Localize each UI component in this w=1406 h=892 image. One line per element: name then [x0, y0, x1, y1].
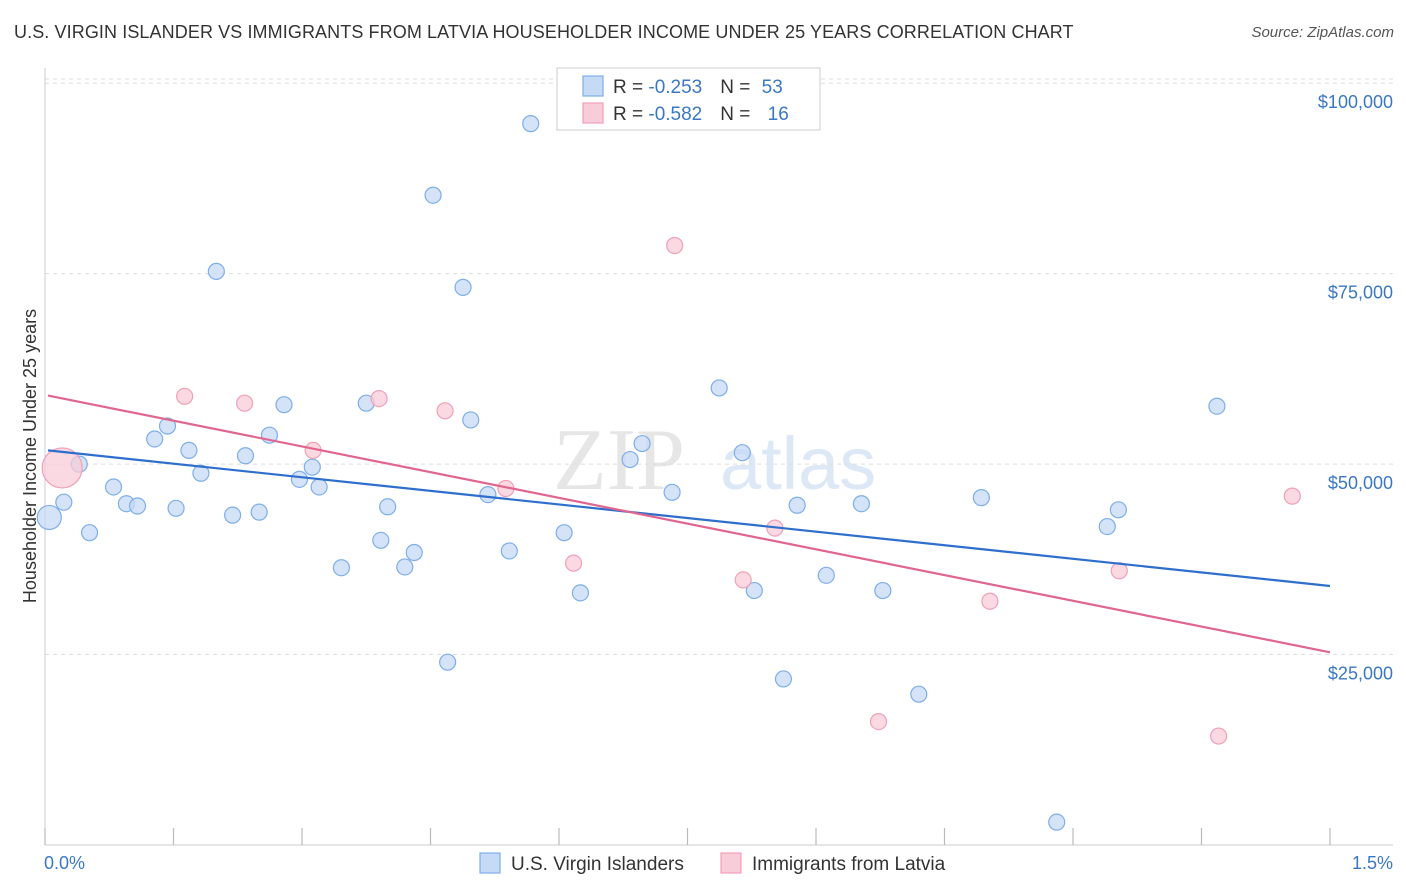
virgin-islanders-point-47 — [910, 685, 928, 703]
virgin-islanders-point-11 — [192, 464, 210, 482]
virgin-islanders-point-23 — [372, 531, 390, 549]
virgin-islanders-point-20 — [310, 478, 328, 496]
virgin-islanders-point-13 — [224, 506, 242, 524]
virgin-islanders-point-7 — [146, 430, 164, 448]
x-tick-label-max: 1.5% — [1352, 853, 1393, 873]
latvia-point-0 — [41, 447, 83, 489]
virgin-islanders-point-24 — [379, 498, 397, 516]
legend-swatch-virgin-islanders — [582, 75, 604, 97]
virgin-islanders-point-26 — [405, 543, 423, 562]
trend-line-virgin-islanders — [47, 449, 1331, 588]
bottom-legend-swatch-latvia — [720, 852, 742, 874]
series-legend: U.S. Virgin Islanders Immigrants from La… — [479, 852, 946, 875]
virgin-islanders-point-43 — [788, 496, 806, 514]
bottom-legend-label-virgin-islanders: U.S. Virgin Islanders — [511, 854, 684, 875]
virgin-islanders-point-36 — [621, 450, 639, 469]
trend-lines — [47, 394, 1331, 654]
virgin-islanders-point-32 — [500, 542, 518, 560]
latvia-point-1 — [176, 387, 194, 405]
virgin-islanders-point-48 — [972, 489, 990, 507]
x-tick-label-min: 0.0% — [44, 853, 85, 873]
virgin-islanders-point-3 — [80, 524, 99, 542]
virgin-islanders-point-34 — [555, 524, 573, 542]
latvia-point-9 — [734, 571, 752, 589]
virgin-islanders-point-38 — [663, 483, 681, 501]
virgin-islanders-point-0 — [36, 504, 62, 531]
source-label: Source: ZipAtlas.com — [1251, 24, 1394, 41]
virgin-islanders-point-30 — [462, 411, 480, 429]
y-axis-label: Householder Income Under 25 years — [20, 309, 40, 603]
virgin-islanders-point-51 — [1109, 501, 1128, 519]
legend-swatch-latvia — [582, 102, 604, 124]
virgin-islanders-point-44 — [817, 566, 835, 584]
virgin-islanders-point-9 — [167, 499, 185, 517]
latvia-point-8 — [666, 236, 684, 255]
virgin-islanders-point-19 — [303, 458, 321, 476]
watermark-zip: ZIP — [553, 412, 685, 509]
virgin-islanders-point-46 — [874, 581, 892, 600]
gridlines — [45, 78, 1393, 656]
latvia-point-11 — [869, 712, 888, 731]
bottom-legend-swatch-virgin-islanders — [479, 852, 501, 874]
legend-row-1: R = -0.253 N = 53 — [613, 77, 783, 98]
y-tick-label-100000: $100,000 — [1318, 92, 1393, 112]
virgin-islanders-point-40 — [733, 444, 751, 462]
virgin-islanders-point-28 — [439, 653, 457, 671]
virgin-islanders-point-25 — [396, 558, 414, 576]
virgin-islanders-point-31 — [479, 485, 497, 504]
virgin-islanders-point-4 — [104, 478, 123, 496]
y-tick-labels: $25,000 $50,000 $75,000 $100,000 — [1318, 92, 1393, 683]
latvia-point-7 — [564, 554, 583, 572]
virgin-islanders-point-17 — [275, 396, 293, 414]
latvia-point-5 — [436, 402, 454, 420]
latvia-point-14 — [1210, 727, 1228, 745]
virgin-islanders-point-42 — [774, 670, 793, 688]
latvia-point-2 — [236, 394, 254, 412]
virgin-islanders-point-37 — [633, 434, 651, 453]
virgin-islanders-point-41 — [745, 581, 763, 600]
legend-row-2: R = -0.582 N = 16 — [613, 104, 789, 125]
latvia-point-4 — [370, 390, 388, 408]
legend-r-virgin-islanders: -0.253 — [648, 77, 702, 98]
virgin-islanders-point-50 — [1098, 517, 1116, 536]
virgin-islanders-point-14 — [236, 447, 255, 465]
chart-title: U.S. VIRGIN ISLANDER VS IMMIGRANTS FROM … — [14, 22, 1074, 42]
virgin-islanders-point-29 — [454, 278, 472, 296]
virgin-islanders-point-35 — [571, 584, 590, 602]
virgin-islanders-point-45 — [852, 495, 871, 513]
virgin-islanders-point-10 — [180, 441, 198, 460]
virgin-islanders-point-12 — [207, 262, 225, 280]
latvia-point-12 — [981, 592, 999, 610]
legend-r-latvia: -0.582 — [648, 104, 702, 125]
virgin-islanders-point-8 — [158, 417, 177, 435]
virgin-islanders-point-39 — [710, 379, 728, 397]
virgin-islanders-point-52 — [1208, 397, 1226, 415]
watermark-atlas: atlas — [720, 422, 876, 505]
y-tick-label-25000: $25,000 — [1328, 664, 1393, 684]
virgin-islanders-point-1 — [55, 493, 73, 511]
y-tick-label-50000: $50,000 — [1328, 473, 1393, 493]
legend-n-latvia: 16 — [768, 104, 789, 125]
latvia-point-15 — [1283, 487, 1301, 505]
watermark: ZIP atlas — [553, 412, 876, 509]
series-virgin-islanders-points — [36, 115, 1226, 831]
virgin-islanders-point-49 — [1048, 813, 1066, 831]
virgin-islanders-point-33 — [522, 115, 540, 133]
virgin-islanders-point-21 — [332, 559, 351, 577]
virgin-islanders-point-6 — [128, 497, 147, 515]
correlation-legend: R = -0.253 N = 53 R = -0.582 N = 16 — [556, 67, 821, 131]
legend-n-virgin-islanders: 53 — [762, 77, 783, 98]
bottom-legend-label-latvia: Immigrants from Latvia — [752, 854, 946, 875]
virgin-islanders-point-27 — [424, 186, 442, 204]
trend-line-latvia — [47, 394, 1331, 654]
x-ticks — [44, 828, 1331, 845]
y-tick-label-75000: $75,000 — [1328, 283, 1393, 303]
virgin-islanders-point-15 — [250, 503, 268, 521]
virgin-islanders-point-18 — [290, 470, 309, 488]
